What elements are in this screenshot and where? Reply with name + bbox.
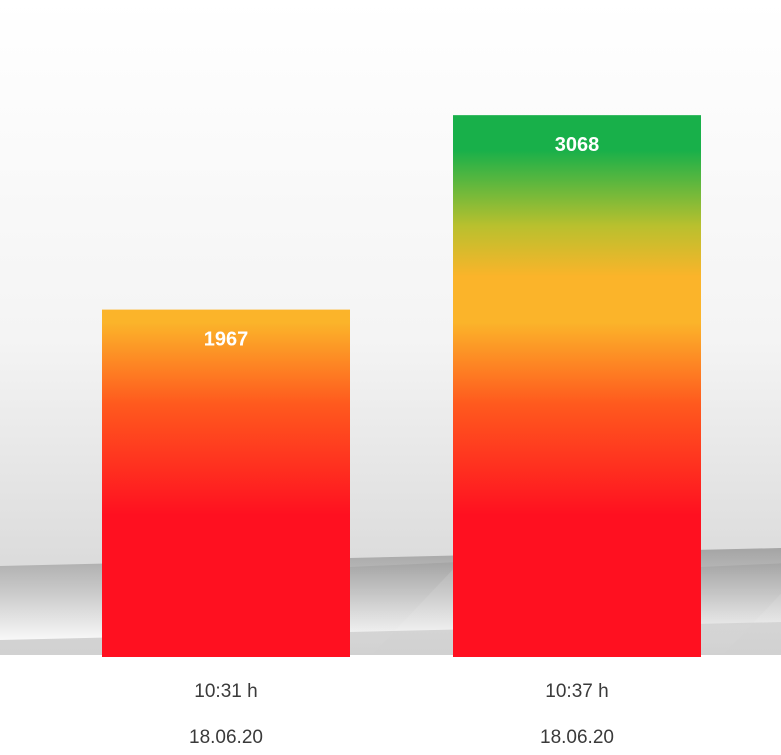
labels-group: 1967 10:31 h 18.06.20 3068 10:37 h 18.06.20 xyxy=(189,134,614,748)
bar-value-label: 1967 xyxy=(204,329,249,351)
bar-1 xyxy=(102,309,350,657)
bar-2 xyxy=(453,115,701,657)
bar-value-label: 3068 xyxy=(555,134,600,156)
category-date-label: 18.06.20 xyxy=(189,727,263,748)
bar-shadow xyxy=(350,562,460,657)
category-time-label: 10:37 h xyxy=(545,681,608,702)
category-time-label: 10:31 h xyxy=(194,681,257,702)
bars-group xyxy=(102,115,781,657)
category-date-label: 18.06.20 xyxy=(540,727,614,748)
bar-shadow xyxy=(701,563,781,657)
floor-white xyxy=(0,655,781,755)
